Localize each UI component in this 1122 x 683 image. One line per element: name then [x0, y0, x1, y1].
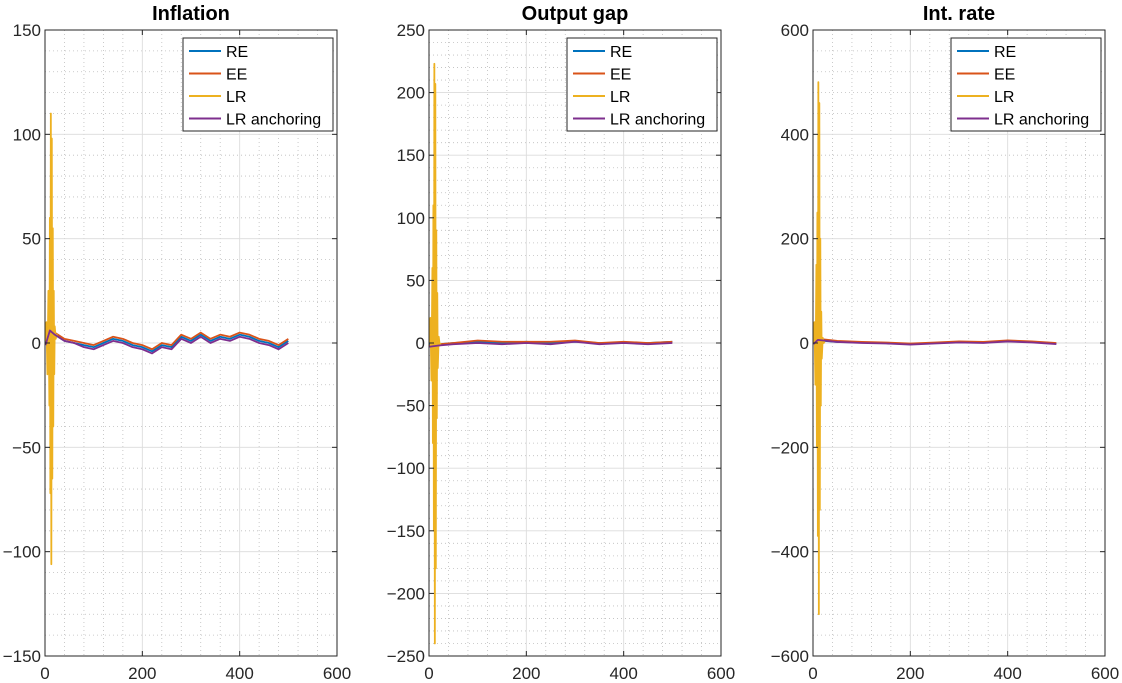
legend-label-re: RE: [610, 44, 632, 61]
x-tick-label: 400: [993, 664, 1021, 683]
y-tick-label: 0: [32, 334, 41, 353]
y-tick-label: 0: [800, 334, 809, 353]
legend-label-lr: LR: [610, 89, 630, 106]
legend-box: [950, 37, 1102, 132]
series-line-lr-anchoring: [44, 329, 289, 355]
y-tick-label: 100: [13, 125, 41, 144]
x-tick-label: 400: [225, 664, 253, 683]
y-tick-label: 400: [781, 125, 809, 144]
legend-label-ee: EE: [226, 67, 247, 84]
x-tick-label: 0: [424, 664, 433, 683]
y-tick-label: 200: [397, 84, 425, 103]
series-lines: [812, 81, 1057, 616]
chart-panel-int-rate: 0 200 400 600 −600 −400 −200 0 200 400 600 Int. rat…: [771, 3, 1119, 683]
legend-box: [566, 37, 718, 132]
legend-label-ee: EE: [610, 67, 631, 84]
x-tick-label: 600: [707, 664, 735, 683]
legend-label-lr: LR: [226, 89, 246, 106]
series-line-lr: [44, 112, 59, 566]
legend-label-lr: LR: [994, 89, 1014, 106]
x-tick-label: 200: [128, 664, 156, 683]
legend-label-lr-anchoring: LR anchoring: [994, 112, 1089, 129]
y-tick-label: 150: [397, 146, 425, 165]
x-tick-label: 0: [808, 664, 817, 683]
series-line-ee: [44, 327, 289, 351]
legend: RE EE LR LR anchoring: [566, 37, 718, 132]
chart-panel-output-gap: 0 200 400 600 −250 −200 −150 −100 −50 0 50 100 150 20…: [387, 3, 735, 683]
legend-label-lr-anchoring: LR anchoring: [226, 112, 321, 129]
legend-label-re: RE: [994, 44, 1016, 61]
y-tick-label: −150: [387, 522, 425, 541]
chart-title: Int. rate: [923, 3, 995, 25]
chart-title: Output gap: [522, 3, 629, 25]
y-tick-label: −50: [12, 438, 41, 457]
y-tick-label: 200: [781, 230, 809, 249]
tick-marks: [428, 29, 722, 657]
legend: RE EE LR LR anchoring: [950, 37, 1102, 132]
legend-label-ee: EE: [994, 67, 1015, 84]
series-line-ee: [812, 337, 1057, 345]
y-tick-label: −50: [396, 397, 425, 416]
y-tick-label: 150: [13, 21, 41, 40]
y-tick-label: −250: [387, 647, 425, 666]
x-tick-label: 200: [512, 664, 540, 683]
tick-marks: [44, 29, 338, 657]
y-tick-label: −100: [387, 459, 425, 478]
y-tick-label: 100: [397, 209, 425, 228]
y-tick-label: −400: [771, 543, 809, 562]
legend: RE EE LR LR anchoring: [182, 37, 334, 132]
series-line-lr: [428, 62, 442, 645]
y-tick-label: −150: [3, 647, 41, 666]
x-tick-label: 600: [323, 664, 351, 683]
y-tick-label: 50: [22, 230, 41, 249]
x-tick-label: 400: [609, 664, 637, 683]
series-line-lr: [812, 81, 826, 616]
chart-title: Inflation: [152, 3, 230, 25]
tick-marks: [812, 29, 1106, 657]
series-lines: [44, 112, 289, 566]
y-tick-label: −600: [771, 647, 809, 666]
y-tick-label: −200: [771, 438, 809, 457]
series-line-lr-anchoring: [812, 338, 1057, 346]
series-line-ee: [429, 339, 673, 347]
y-tick-label: 600: [781, 21, 809, 40]
series-line-lr-anchoring: [429, 340, 673, 348]
legend-label-re: RE: [226, 44, 248, 61]
y-tick-label: −100: [3, 543, 41, 562]
x-tick-label: 0: [40, 664, 49, 683]
y-tick-label: −200: [387, 584, 425, 603]
legend-label-lr-anchoring: LR anchoring: [610, 112, 705, 129]
x-tick-label: 200: [896, 664, 924, 683]
y-tick-label: 250: [397, 21, 425, 40]
y-tick-label: 50: [406, 271, 425, 290]
x-tick-label: 600: [1091, 664, 1119, 683]
series-lines: [428, 62, 673, 645]
y-tick-label: 0: [416, 334, 425, 353]
legend-box: [182, 37, 334, 132]
chart-panel-inflation: 0 200 400 600 −150 −100 −50 0 50 100 150 Inflation R…: [3, 3, 351, 683]
